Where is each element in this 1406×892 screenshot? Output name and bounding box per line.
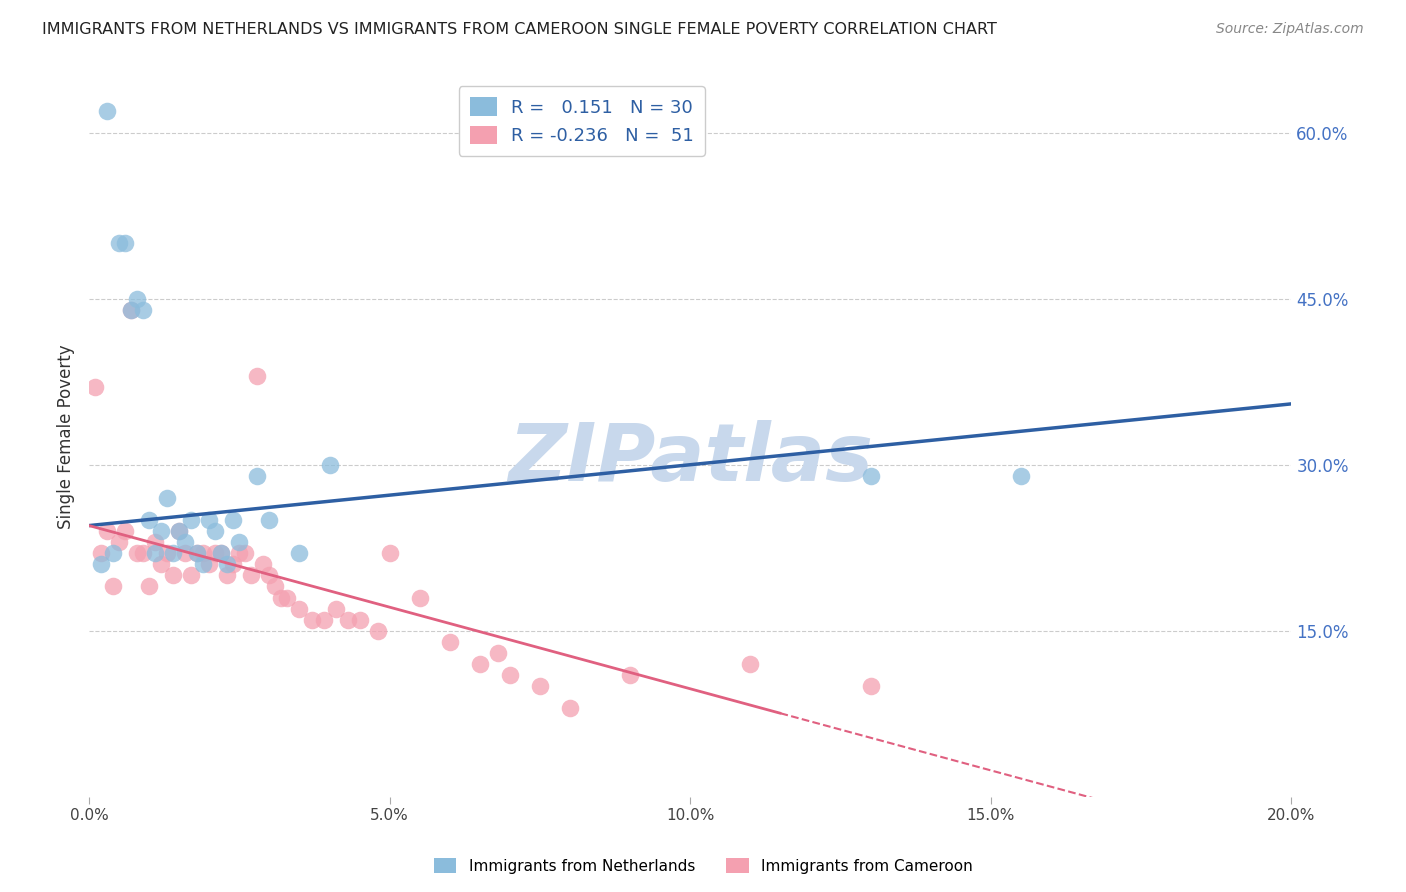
Point: [859, 679, 882, 693]
Point: [246, 468, 269, 483]
Point: [127, 292, 149, 306]
Point: [558, 701, 581, 715]
Point: [132, 302, 155, 317]
Y-axis label: Single Female Poverty: Single Female Poverty: [58, 344, 75, 529]
Point: [222, 513, 245, 527]
Point: [180, 513, 202, 527]
Legend: Immigrants from Netherlands, Immigrants from Cameroon: Immigrants from Netherlands, Immigrants …: [427, 852, 979, 880]
Text: IMMIGRANTS FROM NETHERLANDS VS IMMIGRANTS FROM CAMEROON SINGLE FEMALE POVERTY CO: IMMIGRANTS FROM NETHERLANDS VS IMMIGRANT…: [42, 22, 997, 37]
Point: [1010, 468, 1032, 483]
Point: [529, 679, 551, 693]
Point: [90, 558, 112, 572]
Point: [486, 646, 509, 660]
Point: [186, 546, 208, 560]
Point: [312, 613, 335, 627]
Point: [209, 546, 232, 560]
Point: [96, 103, 118, 118]
Point: [276, 591, 298, 605]
Point: [114, 524, 136, 538]
Point: [150, 558, 173, 572]
Text: Source: ZipAtlas.com: Source: ZipAtlas.com: [1216, 22, 1364, 37]
Point: [288, 546, 311, 560]
Point: [204, 546, 226, 560]
Point: [101, 546, 124, 560]
Point: [209, 546, 232, 560]
Point: [228, 546, 250, 560]
Point: [167, 524, 190, 538]
Point: [259, 513, 281, 527]
Text: ZIPatlas: ZIPatlas: [508, 419, 873, 498]
Point: [235, 546, 257, 560]
Point: [619, 668, 641, 682]
Point: [162, 546, 184, 560]
Point: [167, 524, 190, 538]
Point: [127, 546, 149, 560]
Point: [499, 668, 522, 682]
Point: [90, 546, 112, 560]
Point: [378, 546, 401, 560]
Point: [120, 302, 142, 317]
Point: [439, 634, 461, 648]
Point: [198, 513, 221, 527]
Point: [217, 568, 239, 582]
Point: [325, 601, 347, 615]
Point: [468, 657, 491, 671]
Point: [96, 524, 118, 538]
Point: [143, 546, 166, 560]
Point: [162, 568, 184, 582]
Point: [114, 236, 136, 251]
Point: [252, 558, 274, 572]
Point: [193, 558, 215, 572]
Point: [318, 458, 340, 472]
Point: [336, 613, 359, 627]
Point: [288, 601, 311, 615]
Point: [108, 535, 131, 549]
Point: [240, 568, 263, 582]
Point: [198, 558, 221, 572]
Point: [120, 302, 142, 317]
Point: [859, 468, 882, 483]
Point: [143, 535, 166, 549]
Point: [301, 613, 323, 627]
Point: [740, 657, 762, 671]
Point: [270, 591, 292, 605]
Point: [180, 568, 202, 582]
Point: [259, 568, 281, 582]
Point: [228, 535, 250, 549]
Point: [156, 491, 179, 505]
Point: [246, 369, 269, 384]
Point: [138, 579, 160, 593]
Point: [409, 591, 432, 605]
Point: [367, 624, 389, 638]
Point: [264, 579, 287, 593]
Point: [217, 558, 239, 572]
Point: [84, 380, 107, 394]
Point: [138, 513, 160, 527]
Point: [186, 546, 208, 560]
Point: [132, 546, 155, 560]
Legend: R =   0.151   N = 30, R = -0.236   N =  51: R = 0.151 N = 30, R = -0.236 N = 51: [458, 87, 704, 156]
Point: [150, 524, 173, 538]
Point: [349, 613, 371, 627]
Point: [174, 535, 197, 549]
Point: [156, 546, 179, 560]
Point: [108, 236, 131, 251]
Point: [204, 524, 226, 538]
Point: [222, 558, 245, 572]
Point: [174, 546, 197, 560]
Point: [101, 579, 124, 593]
Point: [193, 546, 215, 560]
